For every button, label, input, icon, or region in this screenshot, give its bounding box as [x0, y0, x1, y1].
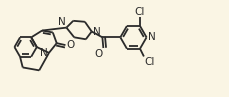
Text: O: O	[66, 40, 74, 50]
Text: Cl: Cl	[134, 7, 144, 17]
Text: N: N	[40, 48, 48, 58]
Text: Cl: Cl	[144, 57, 155, 67]
Text: N: N	[147, 32, 155, 42]
Text: N: N	[92, 26, 100, 36]
Text: O: O	[94, 49, 102, 59]
Text: N: N	[57, 17, 65, 27]
